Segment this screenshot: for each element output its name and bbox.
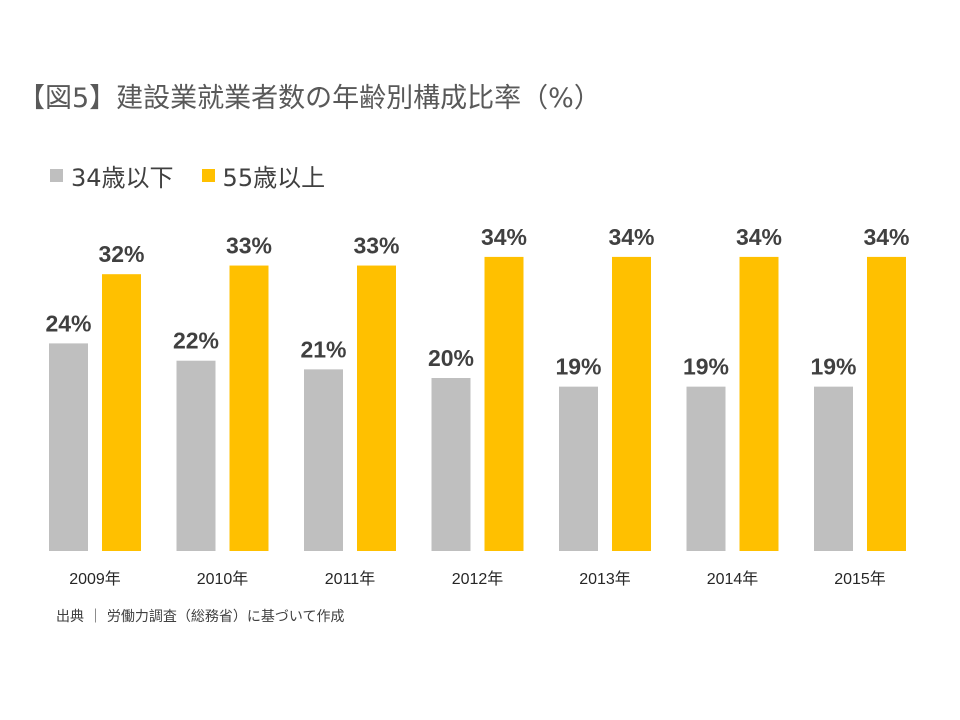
bar-young-1 [176, 360, 216, 551]
legend-label-young: 34歳以下 [71, 164, 174, 192]
bar-young-4 [559, 386, 598, 551]
data-label-young-5: 19% [683, 354, 729, 380]
data-label-young-1: 22% [173, 328, 219, 354]
data-label-young-3: 20% [428, 345, 474, 371]
bar-young-5 [686, 386, 726, 551]
bar-old-3 [484, 256, 524, 551]
data-label-old-1: 33% [226, 233, 272, 259]
source-note: 出典 ｜ 労働力調査（総務省）に基づいて作成 [56, 609, 345, 625]
bar-old-2 [357, 265, 396, 551]
data-label-old-4: 34% [608, 224, 654, 250]
x-tick-label-5: 2014年 [707, 570, 759, 588]
bar-old-1 [229, 265, 269, 551]
legend: 34歳以下 55歳以上 [50, 158, 353, 193]
legend-label-old: 55歳以上 [222, 164, 326, 192]
x-tick-label-2: 2011年 [325, 570, 375, 588]
x-tick-label-6: 2015年 [834, 570, 886, 588]
bar-old-4 [612, 256, 651, 551]
bar-young-6 [814, 386, 853, 551]
x-tick-label-1: 2010年 [197, 570, 249, 588]
x-tick-label-3: 2012年 [452, 570, 504, 588]
legend-swatch-old [201, 169, 215, 182]
data-label-young-2: 21% [300, 336, 346, 362]
bar-old-6 [867, 256, 906, 551]
data-label-old-6: 34% [863, 224, 909, 250]
bar-young-3 [431, 378, 471, 551]
legend-item-young: 34歳以下 [50, 158, 174, 193]
x-tick-label-0: 2009年 [69, 570, 121, 588]
data-label-old-2: 33% [353, 233, 399, 259]
data-label-young-0: 24% [45, 310, 91, 336]
legend-item-old: 55歳以上 [201, 158, 326, 193]
data-label-young-4: 19% [555, 354, 601, 380]
data-label-young-6: 19% [810, 354, 856, 380]
chart-title: 【図5】建設業就業者数の年齢別構成比率（%） [18, 83, 601, 114]
bar-young-0 [49, 343, 88, 551]
data-label-old-5: 34% [736, 224, 782, 250]
bar-young-2 [304, 369, 343, 551]
bar-old-5 [739, 256, 779, 551]
data-label-old-3: 34% [481, 224, 527, 250]
bar-old-0 [102, 274, 141, 551]
data-label-old-0: 32% [98, 241, 144, 267]
x-tick-label-4: 2013年 [579, 570, 631, 588]
legend-swatch-young [50, 169, 63, 182]
